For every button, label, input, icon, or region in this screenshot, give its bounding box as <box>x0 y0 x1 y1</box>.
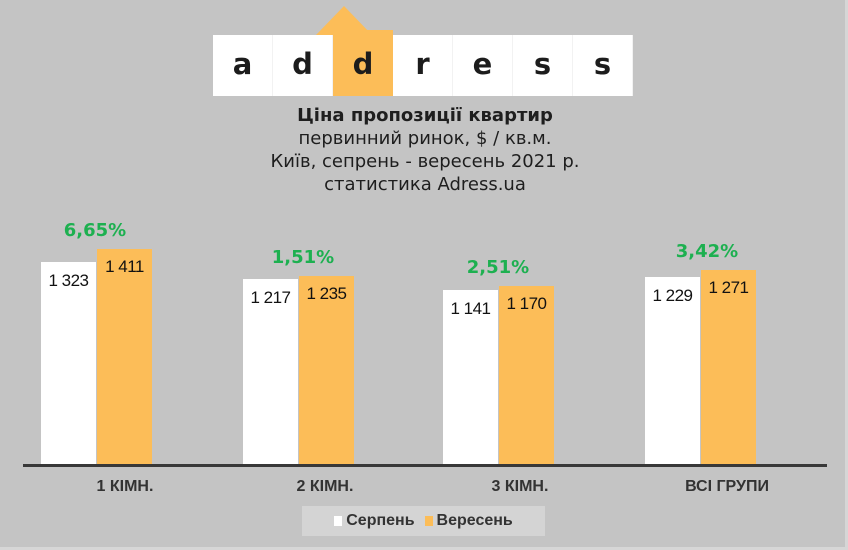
bar-august <box>443 290 498 465</box>
legend-label-september: Вересень <box>436 512 513 529</box>
percent-change-label: 3,42% <box>675 241 739 262</box>
chart-subtitle-period: Київ, сепрень - вересень 2021 р. <box>270 151 580 172</box>
logo-letter: a <box>213 35 273 96</box>
logo-letter: s <box>513 35 573 96</box>
x-axis-category-label: ВСІ ГРУПИ <box>685 478 769 495</box>
x-axis-category-label: 3 КІМН. <box>491 478 549 495</box>
bar-value-label: 1 323 <box>48 271 89 290</box>
legend-swatch-august <box>334 516 343 526</box>
chart-subtitle-market: первинний ринок, $ / кв.м. <box>298 128 552 149</box>
bar-august <box>243 279 298 465</box>
legend-item-august: Серпень <box>334 512 415 530</box>
legend-swatch-september <box>424 516 433 526</box>
bar-value-label: 1 141 <box>450 299 491 318</box>
bar-value-label: 1 170 <box>506 294 547 313</box>
logo-letter: d <box>273 35 333 96</box>
legend-label-august: Серпень <box>346 512 415 529</box>
bar-value-label: 1 235 <box>306 284 347 303</box>
bar-september <box>299 276 354 465</box>
frame-border-bottom <box>0 547 848 550</box>
bar-august <box>41 262 96 465</box>
percent-change-label: 6,65% <box>63 220 127 241</box>
bar-value-label: 1 217 <box>250 288 291 307</box>
logo-arrow-base <box>333 30 393 36</box>
bar-september <box>97 249 152 465</box>
x-axis-category-label: 2 КІМН. <box>296 478 354 495</box>
frame-border-right <box>845 0 848 550</box>
bar-september <box>499 286 554 465</box>
logo-letter-accent: d <box>333 35 393 96</box>
legend-item-september: Вересень <box>424 512 513 530</box>
x-axis-category-label: 1 КІМН. <box>96 478 154 495</box>
address-logo: a d d r e s s <box>213 35 633 96</box>
logo-letter: s <box>573 35 633 96</box>
chart-subtitle-source: статистика Adress.ua <box>324 174 526 195</box>
chart-legend: Серпень Вересень <box>302 506 545 536</box>
bar-value-label: 1 229 <box>652 286 693 305</box>
logo-letter: e <box>453 35 513 96</box>
chart-title-block: Ціна пропозиції квартир первинний ринок,… <box>180 105 670 196</box>
logo-letter: r <box>393 35 453 96</box>
percent-change-label: 2,51% <box>466 257 530 278</box>
x-axis-line <box>23 464 827 467</box>
chart-title: Ціна пропозиції квартир <box>297 105 553 126</box>
percent-change-label: 1,51% <box>271 247 335 268</box>
bar-august <box>645 277 700 465</box>
bar-value-label: 1 411 <box>105 257 144 276</box>
bar-value-label: 1 271 <box>708 278 749 297</box>
bar-september <box>701 270 756 465</box>
